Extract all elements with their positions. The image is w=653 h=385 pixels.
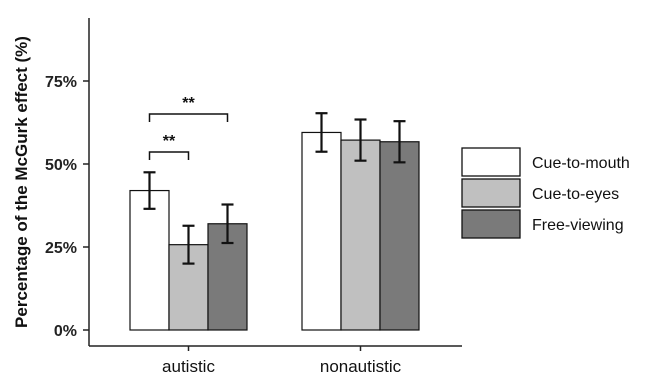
x-tick-label: autistic: [162, 357, 215, 376]
bar: [340, 139, 381, 331]
legend-label: Free-viewing: [532, 217, 624, 234]
x-tick-label: nonautistic: [320, 357, 402, 376]
bar: [379, 141, 420, 331]
legend-swatch: [461, 178, 521, 208]
significance-label: **: [182, 95, 195, 112]
y-tick-label: 50%: [45, 157, 77, 174]
legend-label: Cue-to-mouth: [532, 155, 630, 172]
y-tick-label: 0%: [54, 323, 77, 340]
bar: [301, 131, 342, 331]
legend-swatch: [461, 147, 521, 177]
bar: [129, 189, 170, 331]
y-axis-label: Percentage of the McGurk effect (%): [12, 36, 31, 328]
y-tick-label: 25%: [45, 240, 77, 257]
significance-label: **: [163, 133, 176, 150]
y-tick-label: 75%: [45, 74, 77, 91]
legend-swatch: [461, 209, 521, 239]
legend-label: Cue-to-eyes: [532, 186, 619, 203]
significance-bracket: [148, 113, 229, 122]
significance-bracket: [148, 151, 190, 160]
